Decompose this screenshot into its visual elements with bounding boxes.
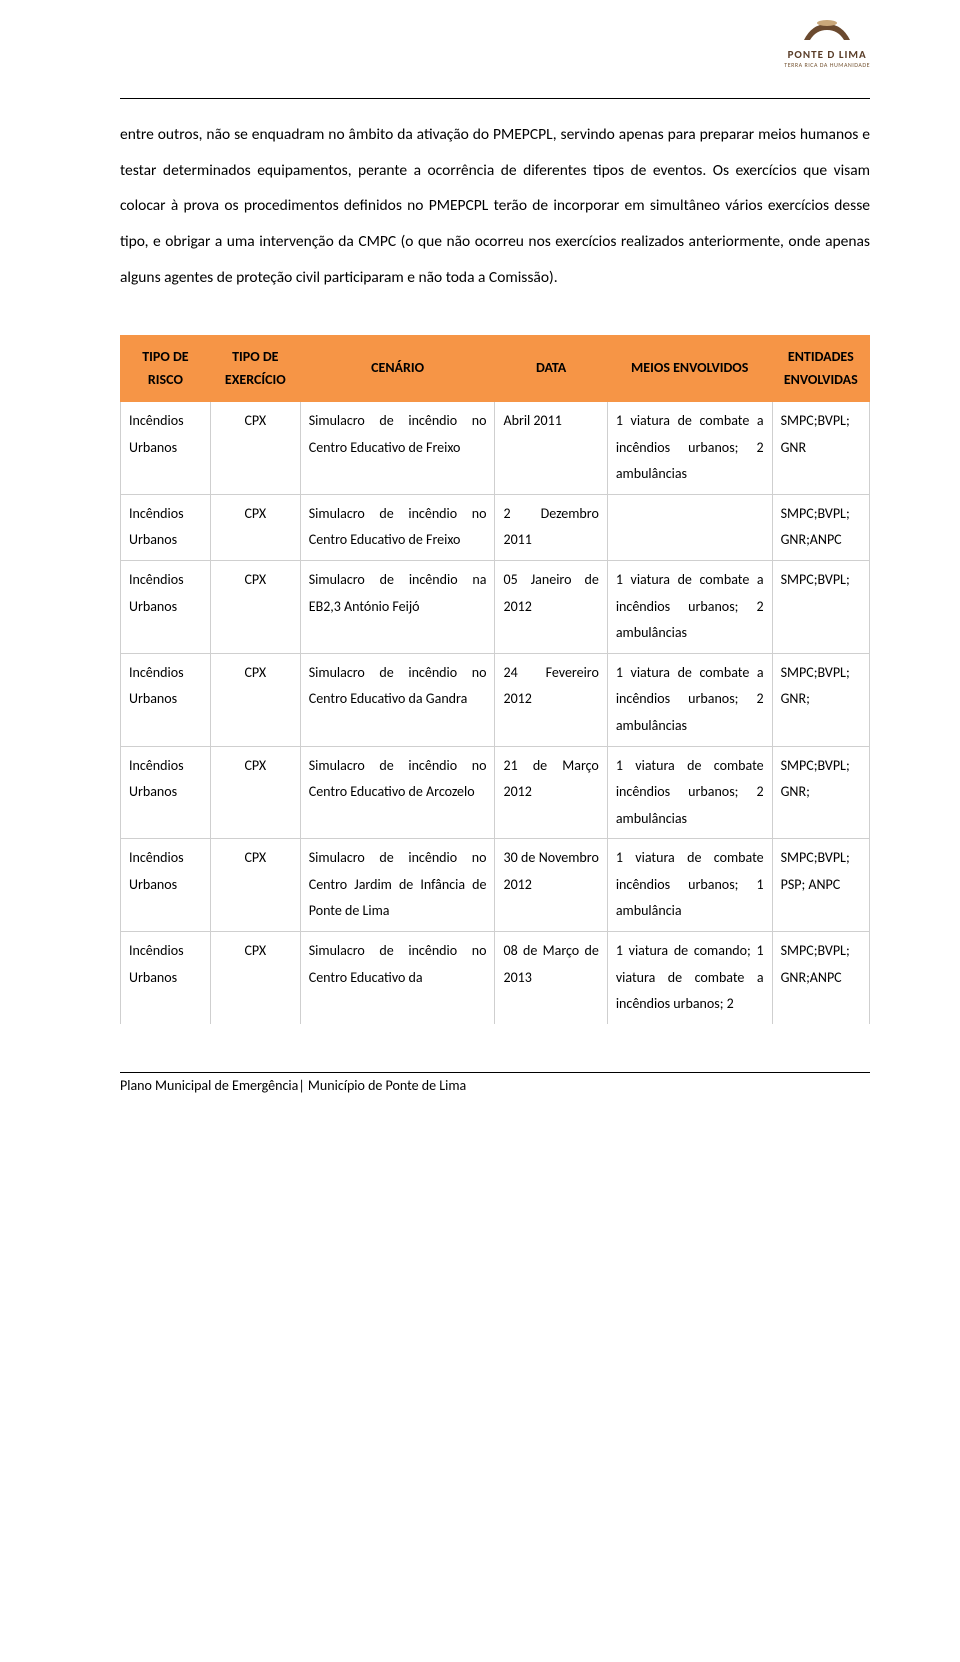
cell-cenario: Simulacro de incêndio no Centro Educativ… xyxy=(300,932,495,1024)
footer-rule xyxy=(120,1072,870,1073)
cell-cenario: Simulacro de incêndio no Centro Educativ… xyxy=(300,401,495,494)
table-row: Incêndios Urbanos CPX Simulacro de incên… xyxy=(121,653,870,746)
cell-risco: Incêndios Urbanos xyxy=(121,932,211,1024)
table-row: Incêndios Urbanos CPX Simulacro de incên… xyxy=(121,494,870,560)
cell-risco: Incêndios Urbanos xyxy=(121,839,211,932)
table-row: Incêndios Urbanos CPX Simulacro de incên… xyxy=(121,401,870,494)
logo-arch-icon xyxy=(792,18,862,46)
cell-cenario: Simulacro de incêndio no Centro Jardim d… xyxy=(300,839,495,932)
th-entidades: ENTIDADES ENVOLVIDAS xyxy=(772,336,869,402)
cell-entidades: SMPC;BVPL; PSP; ANPC xyxy=(772,839,869,932)
cell-entidades: SMPC;BVPL; GNR; xyxy=(772,746,869,839)
header-rule xyxy=(120,98,870,99)
cell-data: 30 de Novembro 2012 xyxy=(495,839,607,932)
cell-entidades: SMPC;BVPL; GNR xyxy=(772,401,869,494)
cell-data: 2 Dezembro 2011 xyxy=(495,494,607,560)
brand-logo: PONTE D LIMA TERRA RICA DA HUMANIDADE xyxy=(784,18,870,69)
body-paragraph: entre outros, não se enquadram no âmbito… xyxy=(120,117,870,295)
cell-exercicio: CPX xyxy=(210,746,300,839)
cell-meios: 1 viatura de comando; 1 viatura de comba… xyxy=(607,932,772,1024)
cell-entidades: SMPC;BVPL; GNR;ANPC xyxy=(772,932,869,1024)
cell-exercicio: CPX xyxy=(210,401,300,494)
table-row: Incêndios Urbanos CPX Simulacro de incên… xyxy=(121,932,870,1024)
cell-risco: Incêndios Urbanos xyxy=(121,494,211,560)
cell-cenario: Simulacro de incêndio no Centro Educativ… xyxy=(300,494,495,560)
cell-entidades: SMPC;BVPL; GNR; xyxy=(772,653,869,746)
cell-risco: Incêndios Urbanos xyxy=(121,401,211,494)
cell-data: 08 de Março de 2013 xyxy=(495,932,607,1024)
th-cenario: CENÁRIO xyxy=(300,336,495,402)
cell-data: Abril 2011 xyxy=(495,401,607,494)
cell-cenario: Simulacro de incêndio na EB2,3 António F… xyxy=(300,560,495,653)
th-meios: MEIOS ENVOLVIDOS xyxy=(607,336,772,402)
cell-risco: Incêndios Urbanos xyxy=(121,560,211,653)
cell-entidades: SMPC;BVPL; GNR;ANPC xyxy=(772,494,869,560)
table-header-row: TIPO DE RISCO TIPO DE EXERCÍCIO CENÁRIO … xyxy=(121,336,870,402)
cell-meios: 1 viatura de combate incêndios urbanos; … xyxy=(607,746,772,839)
cell-entidades: SMPC;BVPL; xyxy=(772,560,869,653)
cell-cenario: Simulacro de incêndio no Centro Educativ… xyxy=(300,653,495,746)
footer-text: Plano Municipal de Emergência| Município… xyxy=(120,1077,870,1094)
cell-data: 05 Janeiro de 2012 xyxy=(495,560,607,653)
cell-meios: 1 viatura de combate incêndios urbanos; … xyxy=(607,839,772,932)
table-row: Incêndios Urbanos CPX Simulacro de incên… xyxy=(121,746,870,839)
cell-exercicio: CPX xyxy=(210,560,300,653)
cell-exercicio: CPX xyxy=(210,839,300,932)
cell-risco: Incêndios Urbanos xyxy=(121,653,211,746)
cell-risco: Incêndios Urbanos xyxy=(121,746,211,839)
table-row: Incêndios Urbanos CPX Simulacro de incên… xyxy=(121,560,870,653)
cell-meios: 1 viatura de combate a incêndios urbanos… xyxy=(607,401,772,494)
cell-cenario: Simulacro de incêndio no Centro Educativ… xyxy=(300,746,495,839)
th-risco: TIPO DE RISCO xyxy=(121,336,211,402)
logo-sub-text: TERRA RICA DA HUMANIDADE xyxy=(784,61,870,69)
cell-meios xyxy=(607,494,772,560)
cell-exercicio: CPX xyxy=(210,653,300,746)
cell-meios: 1 viatura de combate a incêndios urbanos… xyxy=(607,560,772,653)
cell-meios: 1 viatura de combate a incêndios urbanos… xyxy=(607,653,772,746)
logo-brand-text: PONTE D LIMA xyxy=(784,48,870,61)
exercise-table: TIPO DE RISCO TIPO DE EXERCÍCIO CENÁRIO … xyxy=(120,335,870,1024)
cell-exercicio: CPX xyxy=(210,494,300,560)
table-row: Incêndios Urbanos CPX Simulacro de incên… xyxy=(121,839,870,932)
cell-data: 24 Fevereiro 2012 xyxy=(495,653,607,746)
th-data: DATA xyxy=(495,336,607,402)
cell-data: 21 de Março 2012 xyxy=(495,746,607,839)
th-exercicio: TIPO DE EXERCÍCIO xyxy=(210,336,300,402)
cell-exercicio: CPX xyxy=(210,932,300,1024)
